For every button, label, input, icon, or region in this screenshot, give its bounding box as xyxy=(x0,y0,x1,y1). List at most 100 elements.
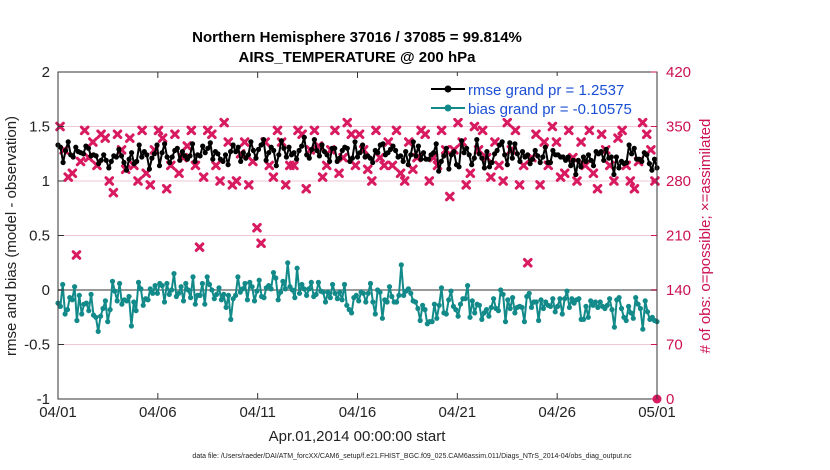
bias-point xyxy=(557,296,563,302)
bias-point xyxy=(124,298,130,304)
bias-point xyxy=(438,285,445,291)
rmse-point xyxy=(103,157,109,163)
obs-count-marker xyxy=(362,164,373,175)
obs-count-marker xyxy=(420,129,430,140)
rmse-point xyxy=(547,159,554,166)
bias-point xyxy=(256,277,262,283)
rmse-point xyxy=(187,153,193,159)
y2-tick-label: 0 xyxy=(666,391,674,408)
obs-count-marker xyxy=(465,168,476,179)
rmse-point xyxy=(466,152,472,158)
obs-count-marker xyxy=(609,176,619,186)
bias-point xyxy=(135,279,142,285)
bias-point xyxy=(637,305,644,312)
rmse-point xyxy=(585,152,592,158)
bias-point xyxy=(138,286,144,292)
bias-point xyxy=(566,304,573,310)
rmse-point xyxy=(283,154,289,160)
rmse-point xyxy=(146,166,152,172)
bias-point xyxy=(180,298,187,304)
rmse-point xyxy=(248,139,254,145)
rmse-point xyxy=(509,155,515,161)
rmse-point xyxy=(471,155,477,161)
bias-point xyxy=(308,279,314,285)
rmse-point xyxy=(116,146,122,152)
bias-point xyxy=(216,285,222,291)
bias-point xyxy=(500,291,506,297)
rmse-point xyxy=(626,142,632,148)
y2-tick-label: 280 xyxy=(666,173,691,190)
bias-point xyxy=(296,290,303,296)
bias-point xyxy=(469,298,475,304)
rmse-point xyxy=(179,149,185,155)
rmse-point xyxy=(616,165,622,171)
rmse-point xyxy=(101,152,107,158)
bias-point xyxy=(420,302,426,308)
obs-count-marker xyxy=(256,238,266,249)
bias-point xyxy=(131,299,137,305)
bias-point xyxy=(313,291,319,297)
bias-point xyxy=(270,270,277,276)
rmse-point xyxy=(651,156,658,162)
rmse-point xyxy=(294,156,300,162)
bias-point xyxy=(462,296,468,302)
obs-count-marker xyxy=(354,129,365,140)
obs-count-marker xyxy=(79,125,90,136)
obs-count-marker xyxy=(563,125,574,136)
obs-count-marker xyxy=(71,250,82,260)
rmse-point xyxy=(360,142,366,148)
rmse-point xyxy=(337,155,343,161)
rmse-point xyxy=(200,143,206,149)
bias-point xyxy=(472,310,478,316)
bias-point xyxy=(533,299,539,305)
obs-count-marker xyxy=(194,242,205,252)
bias-point xyxy=(559,311,565,317)
bias-point xyxy=(448,288,454,294)
rmse-point xyxy=(134,158,140,164)
bias-point xyxy=(431,301,437,307)
obs-count-marker xyxy=(596,129,607,140)
bias-point xyxy=(415,305,421,312)
bias-point xyxy=(372,311,378,317)
legend-bias-label: bias grand pr = -0.10575 xyxy=(468,101,632,118)
bias-point xyxy=(360,290,366,296)
rmse-point xyxy=(370,159,376,166)
rmse-point xyxy=(291,150,297,156)
bias-point xyxy=(479,316,485,322)
y2-tick-label: 420 xyxy=(666,64,691,81)
bias-point xyxy=(327,295,333,301)
obs-count-marker xyxy=(637,117,648,128)
bias-point xyxy=(171,271,177,277)
rmse-point xyxy=(174,145,180,151)
obs-count-marker xyxy=(170,129,180,140)
rmse-point xyxy=(499,139,505,145)
rmse-point xyxy=(299,143,305,149)
rmse-point xyxy=(603,146,609,152)
rmse-point xyxy=(60,159,66,166)
rmse-point xyxy=(207,140,213,146)
rmse-point xyxy=(118,153,125,159)
obs-count-marker xyxy=(424,176,435,186)
bias-point xyxy=(396,292,402,298)
rmse-point xyxy=(151,151,157,157)
rmse-point xyxy=(613,154,620,160)
rmse-point xyxy=(273,163,279,169)
bias-point xyxy=(320,289,326,295)
x-tick-label: 04/01 xyxy=(39,404,77,421)
bias-point xyxy=(112,288,118,294)
rmse-point xyxy=(57,144,64,150)
bias-point xyxy=(509,295,516,301)
bias-point xyxy=(394,299,400,305)
rmse-point xyxy=(98,157,104,163)
bias-point xyxy=(218,297,224,303)
bias-point xyxy=(223,304,229,310)
bias-point xyxy=(332,290,338,296)
y-tick-label: 0 xyxy=(42,282,50,299)
bias-point xyxy=(322,299,329,305)
bias-point xyxy=(93,314,99,320)
rmse-point xyxy=(573,171,579,178)
bias-point xyxy=(242,280,248,287)
bias-point xyxy=(455,313,461,319)
obs-count-marker xyxy=(190,160,201,171)
obs-count-marker xyxy=(124,133,135,143)
